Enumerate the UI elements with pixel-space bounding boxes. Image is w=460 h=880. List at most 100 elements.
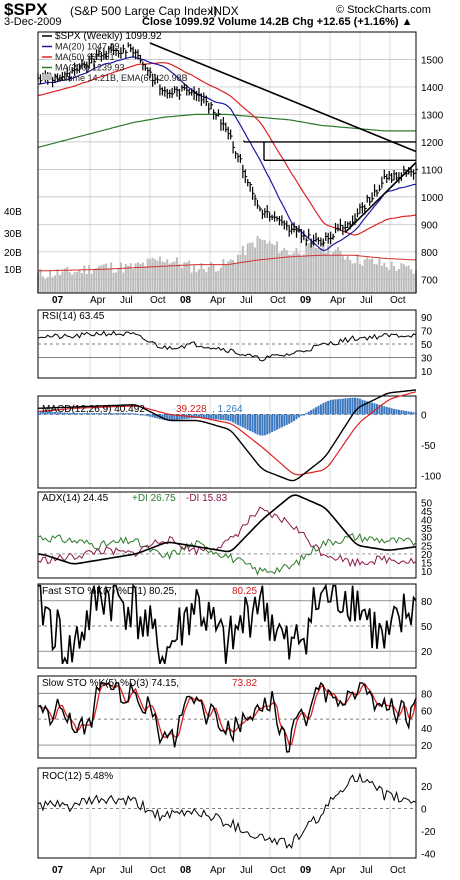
macd-tick-label: -50 <box>421 441 436 452</box>
macd-histogram-bar <box>193 414 196 419</box>
volume-bar <box>117 268 120 293</box>
macd-label: MACD(12,26,9) 40.492 <box>42 404 145 415</box>
volume-bar <box>93 269 96 293</box>
macd-histogram-bar <box>356 398 359 415</box>
volume-bar <box>244 255 247 293</box>
macd-histogram-bar <box>275 414 278 430</box>
volume-bar <box>183 262 186 293</box>
volume-bar <box>134 263 137 293</box>
macd-histogram-bar <box>197 414 200 418</box>
slow-sto-tick-label: 60 <box>421 707 433 718</box>
roc-label: ROC(12) 5.48% <box>42 771 113 782</box>
time-axis-label: Apr <box>330 295 346 306</box>
macd-histogram-bar <box>239 414 242 427</box>
volume-bar <box>332 251 335 293</box>
ma20-line <box>37 56 417 252</box>
volume-bar <box>163 262 166 293</box>
volume-bar <box>139 264 142 293</box>
macd-histogram-bar <box>78 413 81 415</box>
volume-bar <box>361 265 364 293</box>
macd-histogram-bar <box>141 414 144 416</box>
volume-bar <box>380 265 383 293</box>
macd-histogram-bar <box>324 401 327 415</box>
volume-bar <box>66 266 69 293</box>
volume-bar <box>158 256 161 293</box>
macd-histogram-bar <box>368 401 371 415</box>
macd-histogram-bar <box>180 414 183 420</box>
volume-bar <box>254 247 257 293</box>
volume-bar <box>266 243 269 293</box>
macd-histogram-bar <box>112 413 115 415</box>
volume-bar <box>310 243 313 293</box>
volume-bar <box>283 247 286 293</box>
time-axis-label: Jul <box>120 295 133 306</box>
price-tick-label: 900 <box>421 220 438 231</box>
time-axis-label: 08 <box>180 295 192 306</box>
volume-bar <box>302 254 305 293</box>
macd-histogram-bar <box>39 411 42 415</box>
macd-histogram-bar <box>215 414 218 420</box>
volume-bar <box>63 268 66 293</box>
volume-bar <box>249 242 252 293</box>
legend-swatch <box>42 74 52 80</box>
macd-histogram-bar <box>305 412 308 415</box>
macd-histogram-bar <box>144 414 147 416</box>
volume-bar <box>171 262 174 293</box>
legend-entry: MA(50) 935.01 <box>55 52 115 62</box>
adx-tick-label: 40 <box>421 516 433 527</box>
volume-bar <box>102 264 105 293</box>
macd-histogram-bar <box>124 413 127 415</box>
slow-sto-tick-label: 40 <box>421 724 433 735</box>
time-axis-label-bottom: Apr <box>90 865 106 876</box>
volume-bar <box>41 276 44 293</box>
volume-bar <box>315 247 318 293</box>
volume-bar <box>246 243 249 293</box>
macd-histogram-bar <box>293 414 296 421</box>
quote-line: Close 1099.92 Volume 14.2B Chg +12.65 (+… <box>142 16 413 28</box>
slow-sto-d-label: 73.82 <box>232 678 257 689</box>
time-axis-label-bottom: Apr <box>330 865 346 876</box>
time-axis-label-bottom: Oct <box>390 865 406 876</box>
index-name: (S&P 500 Large Cap Index) <box>70 4 218 18</box>
volume-bar <box>156 260 159 293</box>
macd-histogram-bar <box>202 414 205 419</box>
volume-bar <box>378 258 381 293</box>
volume-bar <box>385 267 388 293</box>
rsi-line <box>37 330 417 362</box>
macd-histogram-bar <box>361 399 364 415</box>
macd-histogram-bar <box>146 414 149 417</box>
volume-bar <box>78 269 81 293</box>
ma50-line <box>37 62 417 236</box>
volume-bar <box>161 261 164 293</box>
volume-bar <box>56 269 59 293</box>
slow-sto-tick-label: 80 <box>421 689 433 700</box>
volume-bar <box>261 240 264 293</box>
macd-histogram-bar <box>295 414 298 420</box>
volume-ema-line <box>38 254 417 272</box>
roc-tick-label: 0 <box>421 805 427 816</box>
plus-di-line <box>37 533 417 576</box>
macd-histogram-bar <box>66 412 69 415</box>
macd-histogram-bar <box>332 399 335 415</box>
volume-bar <box>405 266 408 293</box>
macd-histogram-bar <box>273 414 276 431</box>
volume-bar <box>202 268 205 293</box>
macd-histogram-bar <box>195 414 198 418</box>
macd-histogram-bar <box>341 398 344 415</box>
volume-bar <box>168 263 171 293</box>
volume-bar <box>288 254 291 293</box>
adx-tick-label: 25 <box>421 541 433 552</box>
price-tick-label: 800 <box>421 248 438 259</box>
macd-histogram-bar <box>46 411 49 415</box>
volume-bar <box>49 270 52 293</box>
volume-bar <box>73 272 76 293</box>
macd-histogram-bar <box>371 402 374 415</box>
symbol-title: $SPX <box>4 0 48 19</box>
volume-bar <box>115 272 118 293</box>
volume-bar <box>124 263 127 293</box>
volume-bar <box>215 271 218 293</box>
volume-bar <box>112 272 115 293</box>
macd-histogram-bar <box>51 411 54 415</box>
macd-histogram-bar <box>378 404 381 415</box>
slow-sto-d-line <box>37 682 417 746</box>
